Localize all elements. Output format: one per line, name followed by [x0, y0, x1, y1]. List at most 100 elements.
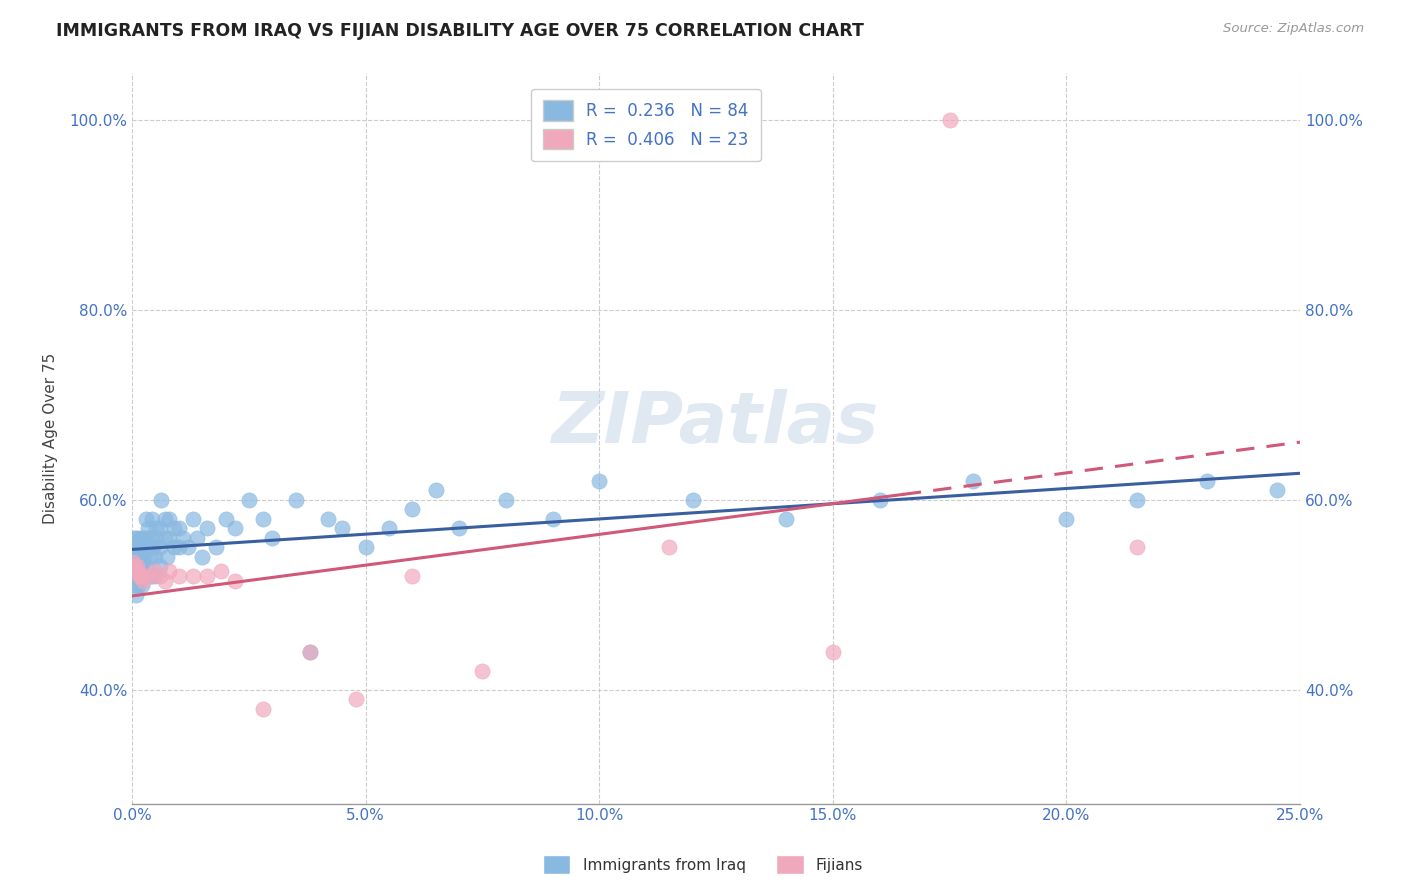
Point	[344, 692, 367, 706]
Point	[132, 574, 155, 588]
Point	[127, 549, 149, 564]
Point	[401, 502, 423, 516]
Point	[330, 521, 353, 535]
Legend: Immigrants from Iraq, Fijians: Immigrants from Iraq, Fijians	[537, 849, 869, 880]
Point	[122, 555, 145, 569]
Point	[471, 664, 494, 678]
Point	[131, 559, 153, 574]
Point	[124, 541, 146, 555]
Point	[125, 569, 148, 583]
Point	[167, 569, 190, 583]
Point	[128, 541, 150, 555]
Point	[149, 559, 172, 574]
Point	[252, 512, 274, 526]
Point	[869, 493, 891, 508]
Point	[124, 559, 146, 574]
Point	[125, 549, 148, 564]
Point	[131, 541, 153, 555]
Point	[238, 493, 260, 508]
Point	[298, 645, 321, 659]
Point	[136, 541, 159, 555]
Point	[425, 483, 447, 498]
Point	[139, 569, 162, 583]
Point	[163, 541, 186, 555]
Point	[449, 521, 471, 535]
Point	[132, 569, 155, 583]
Point	[195, 569, 218, 583]
Text: Source: ZipAtlas.com: Source: ZipAtlas.com	[1223, 22, 1364, 36]
Point	[172, 531, 194, 545]
Point	[163, 521, 186, 535]
Point	[401, 569, 423, 583]
Point	[191, 549, 214, 564]
Point	[378, 521, 401, 535]
Y-axis label: Disability Age Over 75: Disability Age Over 75	[44, 352, 58, 524]
Point	[224, 574, 246, 588]
Point	[142, 541, 165, 555]
Point	[167, 541, 190, 555]
Point	[318, 512, 340, 526]
Point	[145, 569, 167, 583]
Point	[145, 531, 167, 545]
Point	[139, 531, 162, 545]
Point	[962, 474, 984, 488]
Point	[128, 559, 150, 574]
Point	[128, 569, 150, 583]
Text: IMMIGRANTS FROM IRAQ VS FIJIAN DISABILITY AGE OVER 75 CORRELATION CHART: IMMIGRANTS FROM IRAQ VS FIJIAN DISABILIT…	[56, 22, 865, 40]
Point	[588, 474, 610, 488]
Point	[252, 702, 274, 716]
Point	[1125, 493, 1147, 508]
Point	[186, 531, 208, 545]
Point	[127, 564, 149, 578]
Point	[145, 549, 167, 564]
Point	[131, 578, 153, 592]
Point	[135, 559, 157, 574]
Point	[159, 512, 181, 526]
Point	[132, 549, 155, 564]
Point	[1265, 483, 1288, 498]
Point	[122, 531, 145, 545]
Point	[1054, 512, 1077, 526]
Point	[1195, 474, 1218, 488]
Point	[214, 512, 236, 526]
Point	[262, 531, 284, 545]
Text: ZIPatlas: ZIPatlas	[553, 389, 880, 458]
Point	[153, 512, 176, 526]
Point	[149, 541, 172, 555]
Point	[132, 531, 155, 545]
Point	[145, 564, 167, 578]
Point	[177, 541, 200, 555]
Point	[181, 512, 204, 526]
Point	[127, 578, 149, 592]
Point	[156, 549, 179, 564]
Point	[205, 541, 228, 555]
Point	[131, 569, 153, 583]
Point	[298, 645, 321, 659]
Point	[495, 493, 517, 508]
Point	[167, 521, 190, 535]
Point	[124, 559, 146, 574]
Point	[135, 512, 157, 526]
Point	[129, 569, 152, 583]
Point	[1125, 541, 1147, 555]
Point	[159, 564, 181, 578]
Point	[775, 512, 797, 526]
Point	[150, 493, 173, 508]
Point	[128, 569, 150, 583]
Point	[129, 549, 152, 564]
Point	[125, 559, 148, 574]
Legend: R =  0.236   N = 84, R =  0.406   N = 23: R = 0.236 N = 84, R = 0.406 N = 23	[531, 88, 761, 161]
Point	[135, 531, 157, 545]
Point	[125, 588, 148, 602]
Point	[153, 574, 176, 588]
Point	[139, 569, 162, 583]
Point	[149, 521, 172, 535]
Point	[821, 645, 844, 659]
Point	[125, 531, 148, 545]
Point	[124, 578, 146, 592]
Point	[181, 569, 204, 583]
Point	[122, 569, 145, 583]
Point	[284, 493, 307, 508]
Point	[122, 549, 145, 564]
Point	[153, 531, 176, 545]
